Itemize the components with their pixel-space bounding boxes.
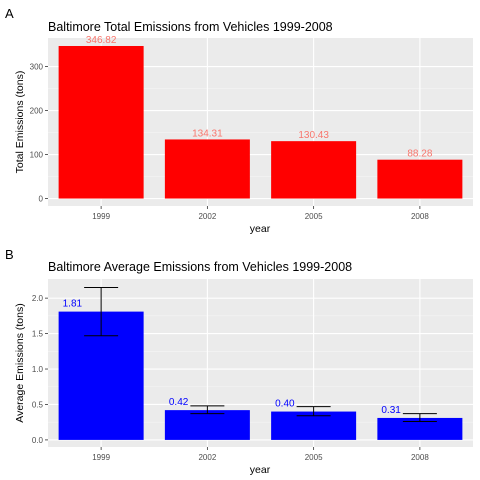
data-label-2008: 88.28: [407, 149, 432, 160]
x-tick-label-2002: 2002: [198, 212, 216, 221]
panel-b-data-labels: 1.81 0.42 0.40 0.31: [63, 299, 402, 416]
x-tick-label-2005: 2005: [305, 212, 323, 221]
x-tick-label-2005: 2005: [305, 453, 323, 462]
error-bar-2002: [190, 405, 225, 415]
y-tick-label: 200: [30, 107, 44, 116]
panel-a-y-ticks: 0 100 200 300: [30, 63, 48, 204]
y-tick-label: 0: [39, 195, 44, 204]
data-label-2002: 134.31: [192, 128, 223, 139]
y-tick-label: 2.0: [32, 294, 44, 303]
y-tick-label: 1.0: [32, 365, 44, 374]
panel-a-x-ticks: 1999 2002 2005 2008: [92, 206, 429, 221]
data-label-2008: 0.31: [381, 405, 401, 416]
y-tick-label: 100: [30, 151, 44, 160]
y-tick-label: 1.5: [32, 330, 44, 339]
y-tick-label: 300: [30, 63, 44, 72]
bar-2005: [271, 141, 357, 199]
bar-2008: [377, 159, 463, 199]
panel-b-tag: B: [5, 247, 14, 262]
panel-a-bars: [58, 45, 463, 199]
panel-a-data-labels: 346.82 134.31 130.43 88.28: [86, 35, 433, 160]
data-label-1999: 346.82: [86, 35, 117, 46]
panel-a-x-axis-title: year: [250, 223, 271, 235]
bar-1999: [58, 45, 144, 199]
y-tick-label: 0.5: [32, 400, 44, 409]
bar-2008: [377, 417, 463, 440]
panel-b-bars: [58, 311, 463, 440]
x-tick-label-1999: 1999: [92, 453, 110, 462]
y-tick-label: 0.0: [32, 436, 44, 445]
panel-b-title: Baltimore Average Emissions from Vehicle…: [48, 260, 352, 274]
x-tick-label-1999: 1999: [92, 212, 110, 221]
x-tick-label-2008: 2008: [411, 453, 429, 462]
panel-b-y-ticks: 0.0 0.5 1.0 1.5 2.0: [32, 294, 48, 445]
error-bar-1999: [84, 287, 119, 337]
x-tick-label-2008: 2008: [411, 212, 429, 221]
panel-b: B Baltimore Average Emissions from Vehic…: [5, 247, 473, 476]
panel-a-y-axis-title: Total Emissions (tons): [14, 71, 26, 174]
panel-b-x-axis-title: year: [250, 464, 271, 476]
x-tick-label-2002: 2002: [198, 453, 216, 462]
panel-a: A Baltimore Total Emissions from Vehicle…: [5, 6, 473, 235]
panel-a-title: Baltimore Total Emissions from Vehicles …: [48, 20, 333, 34]
error-bar-2008: [402, 413, 437, 422]
bar-2002: [164, 139, 250, 199]
panel-b-error-bars: [84, 287, 437, 422]
data-label-2005: 130.43: [298, 130, 329, 141]
error-bar-2005: [296, 406, 331, 417]
data-label-2005: 0.40: [275, 399, 295, 410]
bar-2002: [164, 410, 250, 440]
data-label-2002: 0.42: [169, 397, 189, 408]
panel-b-y-axis-title: Average Emissions (tons): [14, 303, 26, 422]
panel-b-x-ticks: 1999 2002 2005 2008: [92, 447, 429, 462]
data-label-1999: 1.81: [63, 299, 83, 310]
panel-a-tag: A: [5, 6, 14, 21]
